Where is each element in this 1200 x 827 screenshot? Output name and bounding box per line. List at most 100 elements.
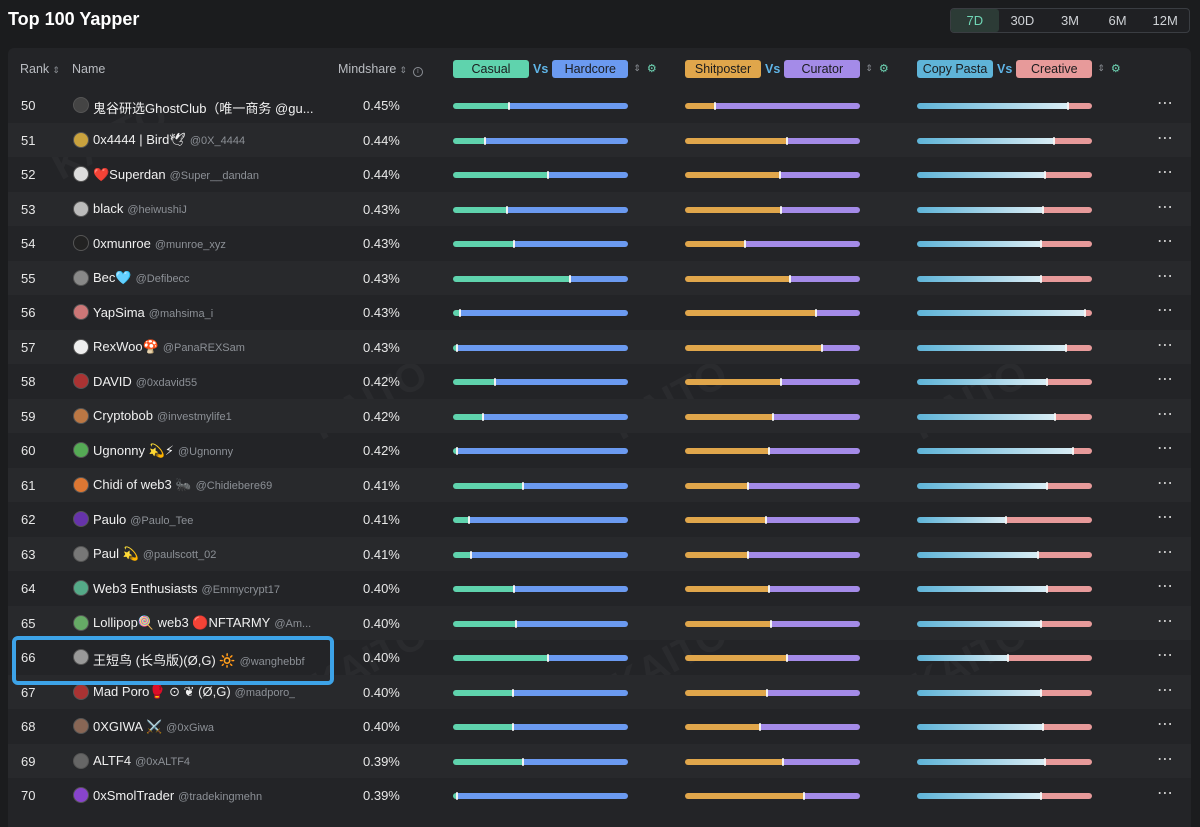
tab-12m[interactable]: 12M	[1152, 13, 1178, 28]
more-options-icon[interactable]: ⋯	[1157, 233, 1174, 250]
name-cell[interactable]: Chidi of web3 🐜 @Chidiebere69	[93, 477, 272, 493]
more-options-icon[interactable]: ⋯	[1157, 129, 1174, 147]
more-options-icon[interactable]: ⋯	[1157, 785, 1174, 802]
more-options-icon[interactable]: ⋯	[1157, 509, 1174, 526]
table-row[interactable]: 53 black @heiwushiJ 0.43% ⋯	[8, 191, 1191, 226]
table-row[interactable]: 58 DAVID @0xdavid55 0.42% ⋯	[8, 364, 1191, 399]
name-cell[interactable]: Cryptobob @investmylife1	[93, 408, 232, 423]
table-row[interactable]: 64 Web3 Enthusiasts @Emmycrypt17 0.40% ⋯	[8, 571, 1191, 606]
more-options-icon[interactable]: ⋯	[1157, 371, 1174, 388]
more-options-icon[interactable]: ⋯	[1157, 198, 1174, 216]
sort-icon[interactable]: ⇕	[865, 63, 873, 73]
rank-header[interactable]: Rank ⇕	[20, 62, 60, 76]
table-row[interactable]: 70 0xSmolTrader @tradekingmehn 0.39% ⋯	[8, 778, 1191, 813]
more-options-icon[interactable]: ⋯	[1157, 612, 1174, 630]
gear-icon[interactable]: ⚙	[878, 63, 889, 75]
name-cell[interactable]: Lollipop🍭 web3 🔴NFTARMY @Am...	[93, 615, 311, 631]
avatar[interactable]	[73, 718, 89, 734]
avatar[interactable]	[73, 545, 89, 562]
more-options-icon[interactable]: ⋯	[1157, 440, 1174, 457]
info-icon[interactable]: i	[412, 67, 423, 77]
table-row[interactable]: 62 Paulo @Paulo_Tee 0.41% ⋯	[8, 502, 1191, 537]
sort-icon[interactable]: ⇕	[52, 65, 60, 75]
avatar[interactable]	[73, 269, 89, 286]
avatar[interactable]	[73, 97, 89, 113]
more-options-icon[interactable]: ⋯	[1157, 267, 1174, 285]
sort-icon[interactable]: ⇕	[633, 63, 641, 73]
name-cell[interactable]: Paulo @Paulo_Tee	[93, 512, 193, 527]
more-options-icon[interactable]: ⋯	[1157, 302, 1174, 319]
name-cell[interactable]: 0xmunroe @munroe_xyz	[93, 236, 226, 251]
more-options-icon[interactable]: ⋯	[1157, 543, 1174, 561]
table-row[interactable]: 68 0XGIWA ⚔️ @0xGiwa 0.40% ⋯	[8, 709, 1191, 744]
name-cell[interactable]: Bec🩵 @Defibecc	[93, 270, 190, 286]
tab-6m[interactable]: 6M	[1108, 13, 1127, 28]
more-options-icon[interactable]: ⋯	[1157, 681, 1174, 699]
name-cell[interactable]: 王短鸟 (长鸟版)(Ø,G) 🔆 @wanghebbf	[93, 650, 305, 669]
avatar[interactable]	[73, 338, 89, 355]
table-row[interactable]: 59 Cryptobob @investmylife1 0.42% ⋯	[8, 398, 1191, 433]
avatar[interactable]	[73, 752, 89, 769]
table-row[interactable]: 69 ALTF4 @0xALTF4 0.39% ⋯	[8, 743, 1191, 778]
table-row[interactable]: 65 Lollipop🍭 web3 🔴NFTARMY @Am... 0.40% ⋯	[8, 605, 1191, 640]
avatar[interactable]	[73, 683, 89, 700]
sort-icon[interactable]: ⇕	[399, 65, 407, 75]
more-options-icon[interactable]: ⋯	[1157, 336, 1174, 354]
table-row[interactable]: 57 RexWoo🍄 @PanaREXSam 0.43% ⋯	[8, 329, 1191, 364]
sort-icon[interactable]: ⇕	[1097, 63, 1105, 73]
table-row[interactable]: 61 Chidi of web3 🐜 @Chidiebere69 0.41% ⋯	[8, 467, 1191, 502]
name-cell[interactable]: DAVID @0xdavid55	[93, 374, 197, 389]
avatar[interactable]	[73, 407, 89, 424]
avatar[interactable]	[73, 476, 89, 493]
more-options-icon[interactable]: ⋯	[1157, 716, 1174, 733]
name-cell[interactable]: Paul 💫 @paulscott_02	[93, 546, 216, 562]
name-cell[interactable]: 0XGIWA ⚔️ @0xGiwa	[93, 719, 214, 735]
more-options-icon[interactable]: ⋯	[1157, 474, 1174, 492]
avatar[interactable]	[73, 166, 89, 182]
table-row[interactable]: 56 YapSima @mahsima_i 0.43% ⋯	[8, 295, 1191, 330]
more-options-icon[interactable]: ⋯	[1157, 647, 1174, 664]
table-row[interactable]: 60 Ugnonny 💫⚡ @Ugnonny 0.42% ⋯	[8, 433, 1191, 468]
avatar[interactable]	[73, 614, 89, 631]
avatar[interactable]	[73, 649, 89, 665]
avatar[interactable]	[73, 787, 89, 803]
more-options-icon[interactable]: ⋯	[1157, 95, 1174, 112]
table-row[interactable]: 67 Mad Poro🥊 ⊙ ❦ (Ø,G) @madporo_ 0.40% ⋯	[8, 674, 1191, 709]
name-cell[interactable]: Web3 Enthusiasts @Emmycrypt17	[93, 581, 280, 596]
mindshare-header[interactable]: Mindshare ⇕ i	[338, 62, 423, 77]
tab-30d[interactable]: 30D	[1010, 13, 1035, 28]
name-cell[interactable]: 0x4444 | Bird🕊 @0X_4444	[93, 132, 245, 148]
avatar[interactable]	[73, 580, 89, 596]
name-cell[interactable]: 0xSmolTrader @tradekingmehn	[93, 788, 262, 803]
name-cell[interactable]: Ugnonny 💫⚡ @Ugnonny	[93, 443, 233, 459]
tab-7d[interactable]: 7D	[951, 9, 999, 32]
avatar[interactable]	[73, 511, 89, 527]
table-row[interactable]: 51 0x4444 | Bird🕊 @0X_4444 0.44% ⋯	[8, 122, 1191, 157]
name-cell[interactable]: 鬼谷研选GhostClub（唯一商务 @gu...	[93, 98, 318, 117]
name-cell[interactable]: RexWoo🍄 @PanaREXSam	[93, 339, 245, 355]
name-cell[interactable]: Mad Poro🥊 ⊙ ❦ (Ø,G) @madporo_	[93, 684, 295, 700]
avatar[interactable]	[73, 373, 89, 389]
table-row[interactable]: 55 Bec🩵 @Defibecc 0.43% ⋯	[8, 260, 1191, 295]
gear-icon[interactable]: ⚙	[646, 63, 657, 75]
table-row[interactable]: 66 王短鸟 (长鸟版)(Ø,G) 🔆 @wanghebbf 0.40% ⋯	[8, 640, 1191, 675]
avatar[interactable]	[73, 442, 89, 458]
avatar[interactable]	[73, 304, 89, 320]
more-options-icon[interactable]: ⋯	[1157, 578, 1174, 595]
name-cell[interactable]: black @heiwushiJ	[93, 201, 187, 216]
table-row[interactable]: 63 Paul 💫 @paulscott_02 0.41% ⋯	[8, 536, 1191, 571]
name-cell[interactable]: ALTF4 @0xALTF4	[93, 753, 190, 768]
more-options-icon[interactable]: ⋯	[1157, 405, 1174, 423]
avatar[interactable]	[73, 235, 89, 251]
table-row[interactable]: 52 ❤️Superdan @Super__dandan 0.44% ⋯	[8, 157, 1191, 192]
name-cell[interactable]: ❤️Superdan @Super__dandan	[93, 167, 259, 183]
avatar[interactable]	[73, 131, 89, 148]
table-row[interactable]: 50 鬼谷研选GhostClub（唯一商务 @gu... 0.45% ⋯	[8, 88, 1191, 123]
name-cell[interactable]: YapSima @mahsima_i	[93, 305, 213, 320]
more-options-icon[interactable]: ⋯	[1157, 750, 1174, 768]
more-options-icon[interactable]: ⋯	[1157, 164, 1174, 181]
gear-icon[interactable]: ⚙	[1110, 63, 1121, 75]
tab-3m[interactable]: 3M	[1060, 13, 1080, 28]
avatar[interactable]	[73, 200, 89, 217]
table-row[interactable]: 54 0xmunroe @munroe_xyz 0.43% ⋯	[8, 226, 1191, 261]
